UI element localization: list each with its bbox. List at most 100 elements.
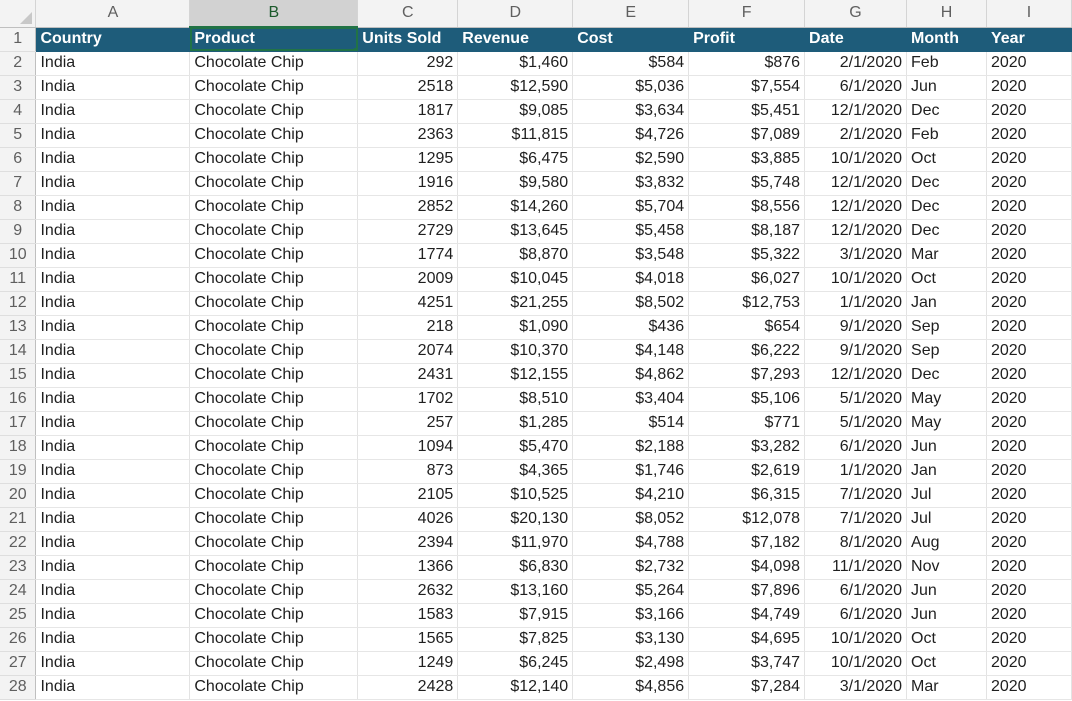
cell[interactable]: Jun [906,435,987,460]
cell[interactable]: 2/1/2020 [804,51,908,76]
cell[interactable]: 2518 [357,75,459,100]
cell[interactable]: $12,140 [457,675,574,700]
cell[interactable]: Jun [906,75,987,100]
row-number[interactable]: 1 [0,27,37,52]
cell[interactable]: $8,510 [457,387,574,412]
cell[interactable]: Oct [906,627,987,652]
select-all-button[interactable] [0,0,37,28]
column-header-f[interactable]: F [688,0,806,28]
cell[interactable]: $7,825 [457,627,574,652]
cell[interactable]: Chocolate Chip [189,555,359,580]
cell[interactable]: $3,747 [688,651,806,676]
row-number[interactable]: 18 [0,435,37,460]
header-cell-profit[interactable]: Profit [688,27,806,52]
cell[interactable]: $4,749 [688,603,806,628]
cell[interactable]: $3,130 [572,627,690,652]
cell[interactable]: $771 [688,411,806,436]
cell[interactable]: 2020 [986,675,1072,700]
cell[interactable]: India [35,315,191,340]
cell[interactable]: Chocolate Chip [189,363,359,388]
cell[interactable]: $4,695 [688,627,806,652]
cell[interactable]: $9,085 [457,99,574,124]
row-number[interactable]: 15 [0,363,37,388]
cell[interactable]: $10,370 [457,339,574,364]
cell[interactable]: $5,470 [457,435,574,460]
cell[interactable]: May [906,387,987,412]
header-cell-date[interactable]: Date [804,27,908,52]
cell[interactable]: Chocolate Chip [189,171,359,196]
cell[interactable]: 2020 [986,651,1072,676]
cell[interactable]: $1,090 [457,315,574,340]
cell[interactable]: India [35,435,191,460]
row-number[interactable]: 12 [0,291,37,316]
row-number[interactable]: 16 [0,387,37,412]
cell[interactable]: $514 [572,411,690,436]
cell[interactable]: 2020 [986,123,1072,148]
cell[interactable]: $5,106 [688,387,806,412]
row-number[interactable]: 3 [0,75,37,100]
cell[interactable]: Chocolate Chip [189,291,359,316]
row-number[interactable]: 6 [0,147,37,172]
row-number[interactable]: 17 [0,411,37,436]
column-header-g[interactable]: G [804,0,908,28]
cell[interactable]: 292 [357,51,459,76]
cell[interactable]: 2020 [986,411,1072,436]
cell[interactable]: $2,619 [688,459,806,484]
cell[interactable]: Jun [906,603,987,628]
cell[interactable]: $20,130 [457,507,574,532]
cell[interactable]: 12/1/2020 [804,171,908,196]
cell[interactable]: 12/1/2020 [804,195,908,220]
row-number[interactable]: 23 [0,555,37,580]
cell[interactable]: India [35,267,191,292]
cell[interactable]: 1/1/2020 [804,291,908,316]
cell[interactable]: 2020 [986,603,1072,628]
cell[interactable]: 6/1/2020 [804,579,908,604]
cell[interactable]: $6,027 [688,267,806,292]
cell[interactable]: India [35,75,191,100]
cell[interactable]: $876 [688,51,806,76]
cell[interactable]: 5/1/2020 [804,411,908,436]
cell[interactable]: India [35,507,191,532]
cell[interactable]: $6,222 [688,339,806,364]
cell[interactable]: Chocolate Chip [189,483,359,508]
cell[interactable]: 2020 [986,171,1072,196]
row-number[interactable]: 20 [0,483,37,508]
cell[interactable]: $4,018 [572,267,690,292]
cell[interactable]: $4,862 [572,363,690,388]
cell[interactable]: Mar [906,675,987,700]
cell[interactable]: 1774 [357,243,459,268]
cell[interactable]: 2105 [357,483,459,508]
cell[interactable]: 2020 [986,195,1072,220]
cell[interactable]: Dec [906,171,987,196]
cell[interactable]: Mar [906,243,987,268]
cell[interactable]: 2020 [986,51,1072,76]
cell[interactable]: $1,746 [572,459,690,484]
cell[interactable]: 2020 [986,219,1072,244]
row-number[interactable]: 4 [0,99,37,124]
cell[interactable]: $5,748 [688,171,806,196]
row-number[interactable]: 10 [0,243,37,268]
cell[interactable]: Oct [906,651,987,676]
cell[interactable]: $4,365 [457,459,574,484]
cell[interactable]: $5,264 [572,579,690,604]
cell[interactable]: 2428 [357,675,459,700]
cell[interactable]: Jun [906,579,987,604]
cell[interactable]: 2020 [986,99,1072,124]
header-cell-year[interactable]: Year [986,27,1072,52]
cell[interactable]: Chocolate Chip [189,99,359,124]
cell[interactable]: India [35,291,191,316]
row-number[interactable]: 26 [0,627,37,652]
row-number[interactable]: 27 [0,651,37,676]
cell[interactable]: 2020 [986,315,1072,340]
cell[interactable]: 2020 [986,531,1072,556]
cell[interactable]: Chocolate Chip [189,603,359,628]
cell[interactable]: 1094 [357,435,459,460]
row-number[interactable]: 5 [0,123,37,148]
cell[interactable]: 7/1/2020 [804,483,908,508]
cell[interactable]: 10/1/2020 [804,651,908,676]
cell[interactable]: Oct [906,147,987,172]
cell[interactable]: $7,554 [688,75,806,100]
cell[interactable]: India [35,675,191,700]
cell[interactable]: India [35,339,191,364]
cell[interactable]: Chocolate Chip [189,219,359,244]
